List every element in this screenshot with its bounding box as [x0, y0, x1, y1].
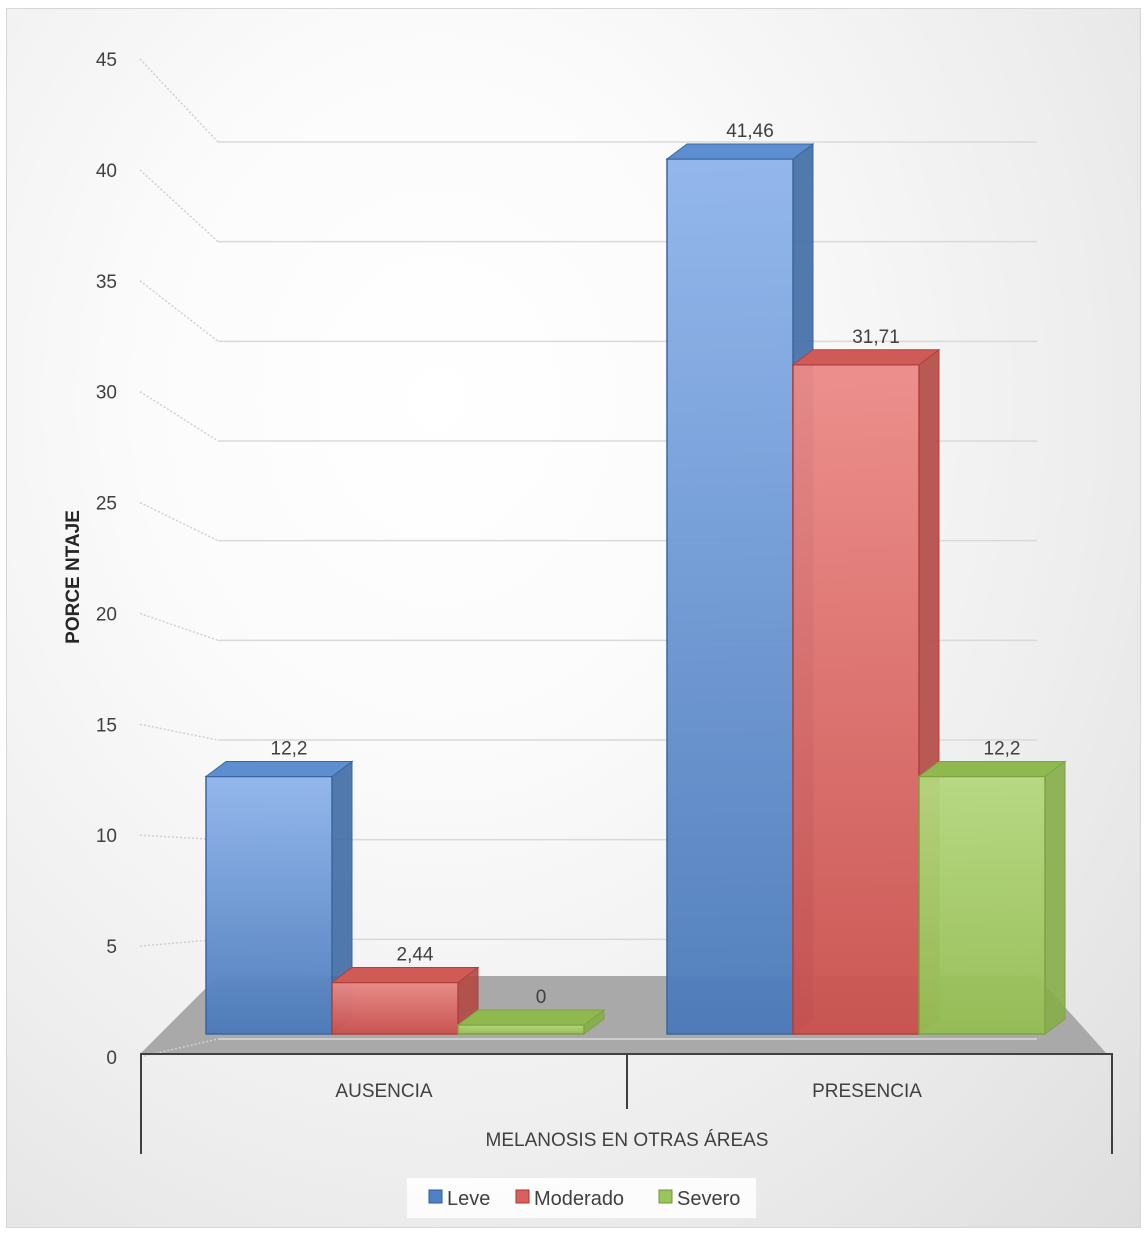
y-tick-label: 15	[96, 715, 117, 736]
data-label-moderado-ausencia: 2,44	[397, 945, 434, 966]
y-tick-label: 20	[96, 604, 117, 625]
y-tick-label: 30	[96, 383, 117, 404]
y-tick-labels: 0 5 10 15 20 25 30 35 40 45	[96, 50, 117, 1069]
legend-swatch-severo	[658, 1189, 673, 1204]
gridline-diagonal	[139, 169, 219, 243]
data-label-leve-presencia: 41,46	[726, 121, 774, 142]
data-labels: 12,2 2,44 0 41,46 31,71 12,2	[271, 121, 1021, 1008]
gridline-diagonal	[139, 612, 219, 642]
category-label-ausencia: AUSENCIA	[335, 1081, 432, 1102]
y-tick-label: 40	[96, 161, 117, 182]
y-axis-title: PORCE NTAJE	[63, 510, 84, 644]
legend-label-leve: Leve	[447, 1188, 490, 1210]
gridline-diagonal	[139, 938, 219, 947]
bar-leve-presencia	[665, 143, 815, 1035]
data-label-severo-presencia: 12,2	[984, 739, 1021, 760]
legend-swatch-moderado	[515, 1189, 530, 1204]
y-tick-label: 45	[96, 50, 117, 71]
chart-frame: 0 5 10 15 20 25 30 35 40 45 12,2 2,44 0 41,46 31,71 12…	[6, 8, 1141, 1228]
y-tick-label: 25	[96, 494, 117, 515]
x-axis-title: MELANOSIS EN OTRAS ÁREAS	[486, 1130, 769, 1151]
legend: Leve Moderado Severo	[407, 1178, 756, 1218]
data-label-moderado-presencia: 31,71	[852, 327, 900, 348]
legend-swatch-leve	[428, 1189, 443, 1204]
data-label-severo-ausencia: 0	[536, 987, 547, 1008]
gridline-diagonal	[139, 834, 219, 841]
bar-moderado-ausencia	[330, 966, 480, 1035]
bars	[204, 143, 1067, 1035]
y-tick-label: 35	[96, 272, 117, 293]
legend-label-moderado: Moderado	[534, 1188, 624, 1210]
bar-severo-ausencia	[456, 1009, 606, 1035]
gridline-diagonal	[139, 501, 219, 542]
bar-moderado-presencia	[791, 348, 941, 1035]
legend-label-severo: Severo	[677, 1188, 740, 1210]
gridline-diagonal	[139, 391, 219, 442]
gridline-diagonal	[139, 280, 219, 342]
data-label-leve-ausencia: 12,2	[271, 739, 308, 760]
gridline-diagonal	[139, 58, 219, 143]
y-tick-label: 10	[96, 826, 117, 847]
y-tick-label: 5	[106, 937, 117, 958]
gridline-diagonal	[139, 723, 219, 741]
category-label-presencia: PRESENCIA	[812, 1081, 922, 1102]
bar-severo-presencia	[917, 760, 1067, 1035]
y-tick-label: 0	[106, 1048, 117, 1069]
bar-leve-ausencia	[204, 760, 354, 1035]
category-axis	[140, 1053, 1113, 1154]
